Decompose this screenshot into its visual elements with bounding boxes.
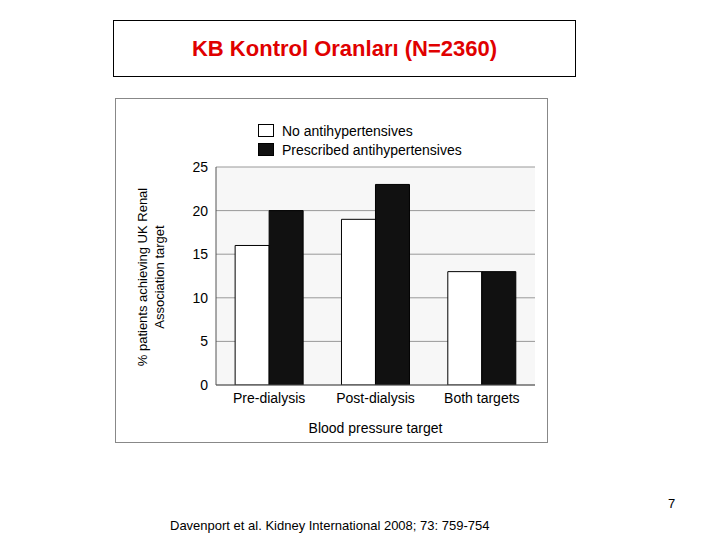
html-text:% patients achieving UK Renal: % patients achieving UK Renal Associatio… [135,187,167,367]
svg-text:Both targets: Both targets [444,390,520,406]
html-text:No antihypertensives: No antihypertensives [282,122,413,139]
html-text:7: 7 [668,496,676,511]
svg-text:15: 15 [192,246,208,262]
svg-text:5: 5 [200,333,208,349]
svg-text:Post-dialysis: Post-dialysis [336,390,415,406]
svg-text:0: 0 [200,377,208,393]
svg-text:10: 10 [192,290,208,306]
svg-text:25: 25 [192,159,208,175]
html-text:KB Kontrol Oranları (N=2360): KB Kontrol Oranları (N=2360) [192,35,497,61]
svg-text:20: 20 [192,203,208,219]
html-text:Prescribed antihypertensives: Prescribed antihypertensives [282,141,462,158]
html-text:Davenport et al. Kidney Intern: Davenport et al. Kidney International 20… [170,518,490,533]
svg-text:Pre-dialysis: Pre-dialysis [233,390,305,406]
svg-text:Blood pressure target: Blood pressure target [309,420,443,436]
